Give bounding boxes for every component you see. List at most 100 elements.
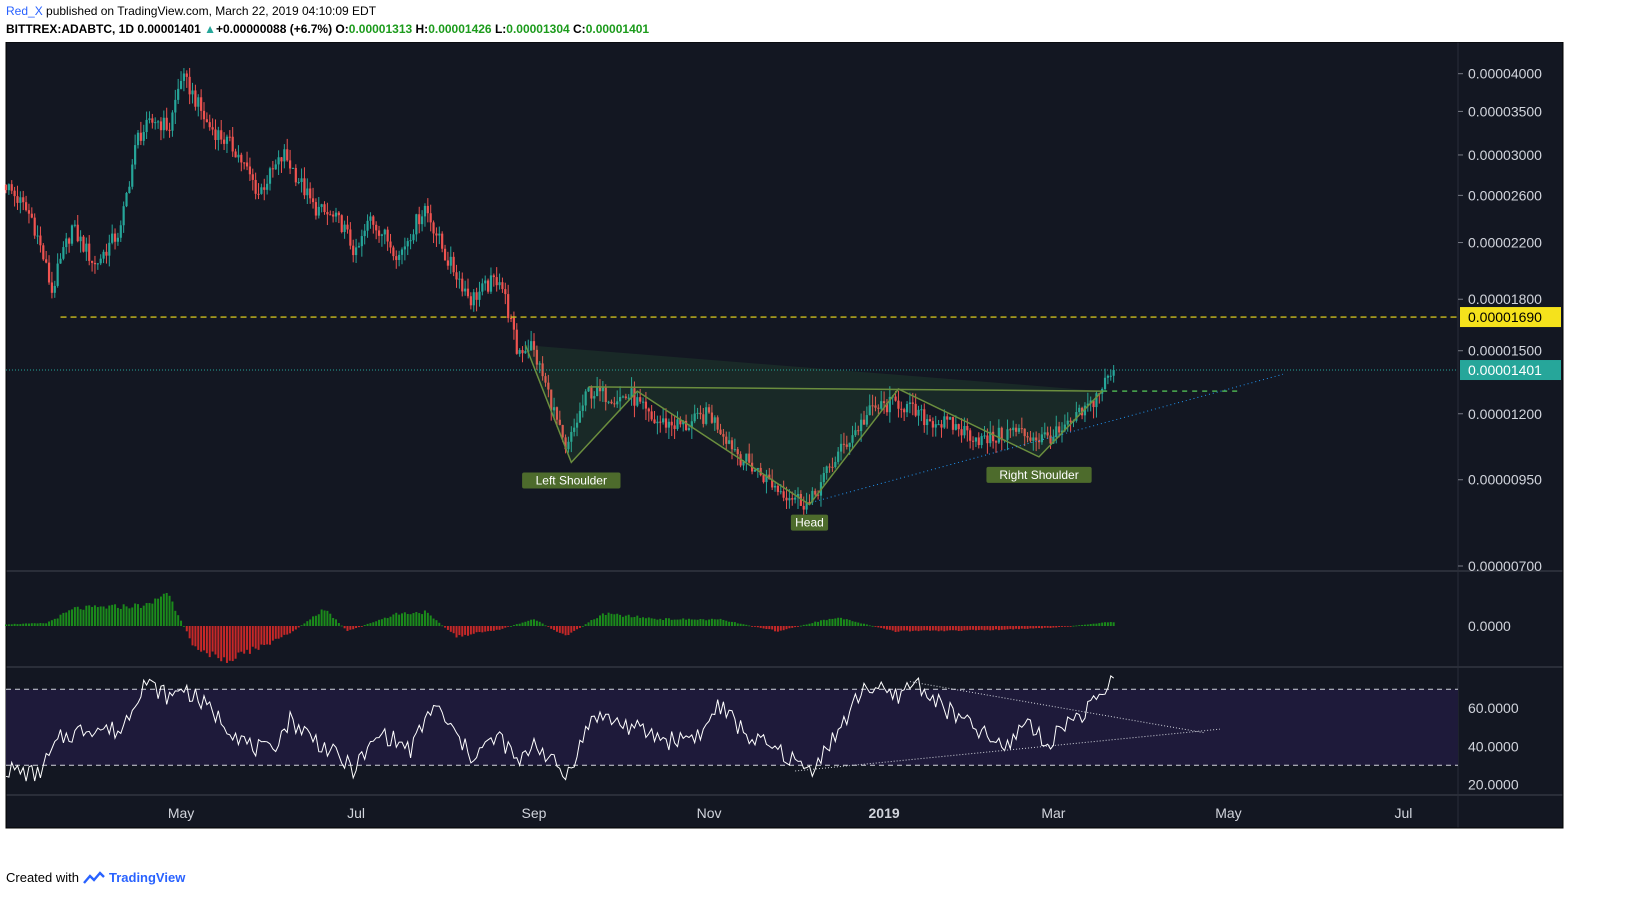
candle-body xyxy=(403,246,406,250)
candle-body xyxy=(914,403,917,416)
candle-body xyxy=(1063,424,1066,431)
candle-body xyxy=(828,466,831,468)
candle xyxy=(309,182,312,204)
pane-separator xyxy=(6,794,1563,796)
candle xyxy=(85,237,88,261)
candle-body xyxy=(507,294,510,319)
macd-bar xyxy=(88,605,91,626)
candle xyxy=(159,117,163,141)
candle xyxy=(865,406,868,427)
chart-canvas[interactable]: Left Shoulder Head Right Shoulder 0.0000400… xyxy=(0,42,1627,864)
tradingview-brand[interactable]: TradingView xyxy=(108,870,186,885)
macd-bar xyxy=(799,625,802,627)
macd-bar xyxy=(713,619,716,626)
candle-body xyxy=(578,410,582,423)
candle-body xyxy=(452,256,455,273)
candle xyxy=(693,404,696,424)
candle xyxy=(65,232,68,255)
macd-bar xyxy=(76,606,79,626)
macd-bar xyxy=(1003,626,1006,630)
candle-body xyxy=(905,404,909,413)
candle xyxy=(636,392,639,408)
candle xyxy=(699,405,702,420)
head-shoulders-outline xyxy=(524,344,1103,506)
macd-bar xyxy=(211,626,214,652)
macd-bar xyxy=(188,626,191,639)
candle xyxy=(346,215,349,234)
macd-bar xyxy=(386,618,389,626)
macd-bar xyxy=(1078,625,1081,626)
candle xyxy=(679,416,682,428)
candle-body xyxy=(429,213,432,223)
candle xyxy=(240,152,243,172)
publish-text: published on TradingView.com, March 22, … xyxy=(42,4,377,18)
candle xyxy=(82,234,85,253)
macd-bar xyxy=(300,625,303,627)
candle-body xyxy=(200,97,203,111)
candle xyxy=(1006,419,1009,451)
macd-bar xyxy=(504,626,507,628)
author-link[interactable]: Red_X xyxy=(6,4,43,18)
candle xyxy=(294,164,297,187)
candle xyxy=(377,225,381,243)
candle xyxy=(1037,433,1041,450)
candle-body xyxy=(435,233,438,236)
candle-body xyxy=(771,479,774,488)
candle-body xyxy=(656,421,659,424)
macd-bar xyxy=(139,607,142,626)
candle-body xyxy=(377,230,381,236)
candle xyxy=(756,467,759,478)
macd-bar xyxy=(946,626,949,631)
macd-bar xyxy=(415,612,418,626)
candle xyxy=(131,159,134,190)
macd-bar xyxy=(165,593,168,626)
candle xyxy=(435,227,438,247)
candle-body xyxy=(372,216,375,225)
time-tick-label: May xyxy=(1215,805,1241,821)
macd-bar xyxy=(50,620,53,626)
candle-body xyxy=(538,363,541,365)
candle-body xyxy=(42,245,45,260)
macd-bar xyxy=(705,620,708,626)
macd-bar xyxy=(234,626,237,659)
candle-body xyxy=(266,183,269,190)
macd-bar xyxy=(1072,625,1075,627)
candle xyxy=(1043,422,1046,438)
candle xyxy=(205,112,208,123)
candle xyxy=(974,437,978,448)
candle-body xyxy=(1032,437,1035,441)
macd-bar xyxy=(883,626,886,629)
candle-body xyxy=(773,485,777,488)
macd-bar xyxy=(472,626,475,634)
candle xyxy=(492,273,495,287)
candle-body xyxy=(957,424,960,430)
current-price-badge: 0.00001401 xyxy=(1460,360,1561,381)
candle-body xyxy=(426,205,429,214)
candle-body xyxy=(392,247,395,257)
macd-bar xyxy=(501,626,504,629)
macd-bar xyxy=(992,626,995,631)
candle-body xyxy=(283,149,286,162)
candle xyxy=(10,180,13,195)
time-tick-label: Mar xyxy=(1041,805,1065,821)
macd-bar xyxy=(306,621,309,626)
macd-bar xyxy=(673,619,676,626)
macd-bar xyxy=(309,619,312,626)
candle xyxy=(208,114,211,131)
macd-bar xyxy=(401,613,403,626)
candle-body xyxy=(794,497,797,500)
candle xyxy=(903,407,906,422)
macd-bar xyxy=(108,605,111,626)
candle-body xyxy=(334,212,338,217)
macd-bar xyxy=(544,625,547,627)
macd-bar xyxy=(1023,626,1026,629)
candle-body xyxy=(607,401,610,403)
candle xyxy=(530,330,533,351)
candle xyxy=(825,465,828,480)
candle-body xyxy=(636,397,639,406)
time-tick-label: Jul xyxy=(347,805,365,821)
macd-bar xyxy=(710,618,713,626)
candle-body xyxy=(360,236,363,247)
macd-bar xyxy=(10,624,13,626)
candle xyxy=(458,271,461,289)
